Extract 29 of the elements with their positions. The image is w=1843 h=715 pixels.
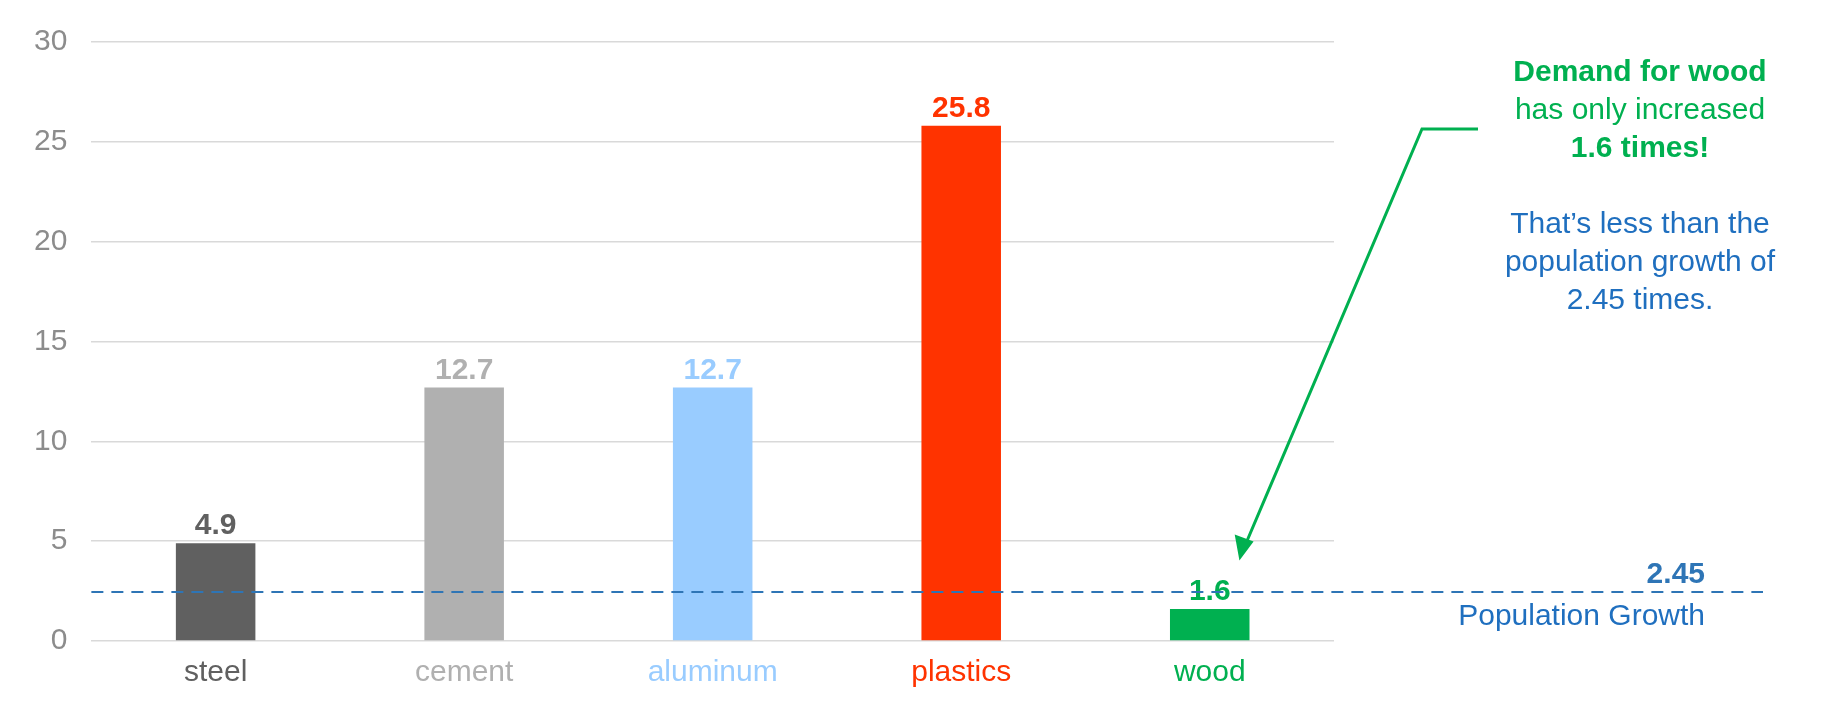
x-tick-label: cement xyxy=(414,654,515,688)
data-label: 25.8 xyxy=(932,90,991,124)
bar xyxy=(1169,609,1250,641)
text: 2.45 times. xyxy=(1565,281,1715,317)
text: has only increased xyxy=(1513,91,1767,127)
bar xyxy=(921,125,1001,641)
x-tick-label: wood xyxy=(1172,654,1246,688)
y-tick-label: 5 xyxy=(50,522,68,556)
text: Demand for wood xyxy=(1512,53,1768,89)
text: 1.6 times! xyxy=(1569,129,1711,165)
data-label: 12.7 xyxy=(434,351,494,385)
y-tick-label: 10 xyxy=(33,422,68,456)
y-tick-label: 20 xyxy=(33,222,68,256)
bar xyxy=(672,387,753,641)
annotation: 2.45 xyxy=(1646,556,1705,590)
x-tick-label: aluminum xyxy=(647,654,778,688)
bar xyxy=(175,543,256,641)
data-label: 12.7 xyxy=(683,351,742,385)
x-tick-label: steel xyxy=(183,654,248,688)
text: That’s less than the xyxy=(1509,205,1771,241)
ref-line-label: Population Growth xyxy=(1458,598,1705,632)
bar xyxy=(424,387,504,641)
y-tick-label: 15 xyxy=(33,322,68,356)
text: population growth of xyxy=(1503,243,1777,279)
x-tick-label: plastics xyxy=(911,654,1012,688)
y-tick-label: 25 xyxy=(33,123,68,157)
data-label: 4.9 xyxy=(194,507,237,541)
y-tick-label: 30 xyxy=(33,23,68,57)
y-tick-label: 0 xyxy=(50,622,68,656)
